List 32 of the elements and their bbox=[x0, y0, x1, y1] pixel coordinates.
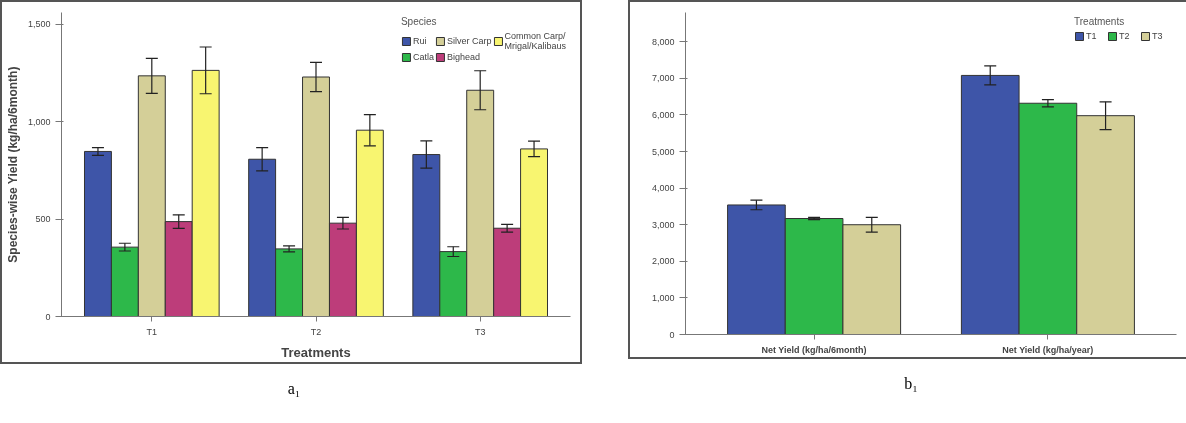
y-tick-label: 4,000 bbox=[651, 183, 675, 194]
y-tick-label: 3,000 bbox=[651, 219, 675, 230]
y-tick-label: 1,500 bbox=[27, 19, 51, 30]
text: b₁ bbox=[904, 374, 918, 394]
y-tick-label: 1,000 bbox=[27, 116, 51, 127]
y-tick-label: 6,000 bbox=[651, 109, 675, 120]
legend-label: Catla bbox=[412, 52, 434, 62]
legend-label: Bighead bbox=[446, 52, 480, 62]
x-axis-title: Treatments bbox=[281, 344, 351, 360]
legend-label: T2 bbox=[1119, 31, 1131, 41]
legend-label: Silver Carp bbox=[446, 36, 492, 46]
legend-label: T1 bbox=[1086, 31, 1098, 41]
x-tick-label: Net Yield (kg/ha/year) bbox=[1002, 344, 1094, 355]
legend-label: Common Carp/ Mrigal/Kalibaus bbox=[504, 31, 566, 51]
legend-label: Rui bbox=[412, 36, 428, 46]
y-tick-label: 0 bbox=[45, 311, 51, 322]
legend-title: Treatments bbox=[1074, 16, 1126, 27]
legend-title: Species bbox=[400, 16, 438, 27]
y-tick-label: 8,000 bbox=[651, 36, 675, 47]
y-tick-label: 2,000 bbox=[651, 256, 675, 267]
x-tick-label: T2 bbox=[310, 326, 322, 337]
x-tick-label: Net Yield (kg/ha/6month) bbox=[761, 344, 867, 355]
y-tick-label: 7,000 bbox=[651, 73, 675, 84]
y-tick-label: 0 bbox=[669, 329, 675, 340]
legend-label: T3 bbox=[1152, 31, 1164, 41]
text: a₁ bbox=[287, 379, 301, 399]
y-axis-title: Species-wise Yield (kg/ha/6month) bbox=[5, 66, 20, 263]
y-tick-label: 1,000 bbox=[651, 292, 675, 303]
x-tick-label: T3 bbox=[474, 326, 486, 337]
x-tick-label: T1 bbox=[146, 326, 158, 337]
y-tick-label: 5,000 bbox=[651, 146, 675, 157]
y-tick-label: 500 bbox=[35, 214, 51, 225]
